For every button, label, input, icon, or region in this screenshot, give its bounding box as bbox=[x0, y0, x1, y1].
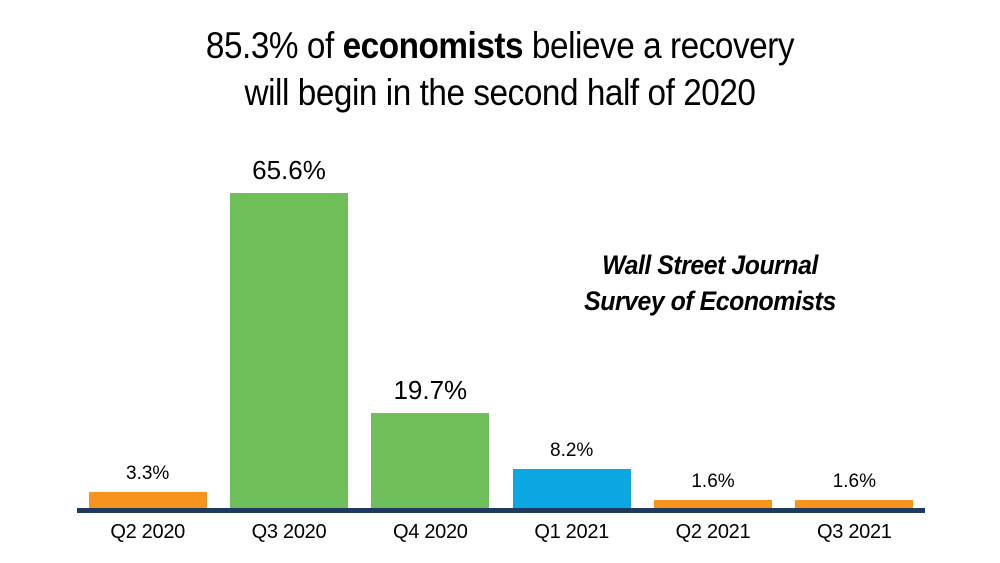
data-label-q4-2020: 19.7% bbox=[393, 375, 468, 405]
chart-title-line-2: will begin in the second half of 2020 bbox=[244, 72, 756, 113]
bar-q4-2020 bbox=[371, 413, 490, 508]
axis-tick-label-q2-2021: Q2 2021 bbox=[675, 521, 751, 543]
bar-q2-2021 bbox=[654, 500, 772, 508]
data-label-q1-2021: 8.2% bbox=[550, 440, 594, 461]
bar-q3-2021 bbox=[795, 500, 914, 508]
axis-tick-label-q3-2020: Q3 2020 bbox=[251, 521, 327, 543]
axis-tick-label-q2-2020: Q2 2020 bbox=[110, 521, 185, 543]
axis-tick-label-q4-2020: Q4 2020 bbox=[393, 521, 468, 543]
x-axis-line bbox=[77, 508, 925, 513]
source-annotation: Wall Street Journal Survey of Economists bbox=[558, 247, 862, 319]
bar-q3-2020 bbox=[230, 193, 348, 508]
title-bold-text: economists bbox=[342, 25, 524, 66]
chart-title-line-1: 85.3% of economists believe a recovery bbox=[50, 22, 950, 69]
source-annotation-line-1: Wall Street Journal bbox=[602, 250, 818, 280]
data-label-q3-2021: 1.6% bbox=[832, 471, 876, 492]
bar-q1-2021 bbox=[512, 469, 631, 508]
source-annotation-line-2: Survey of Economists bbox=[584, 286, 836, 316]
title-suffix-text: believe a recovery bbox=[523, 25, 795, 66]
data-label-q2-2021: 1.6% bbox=[691, 471, 735, 492]
chart-title: 85.3% of economists believe a recovery w… bbox=[50, 22, 950, 116]
data-label-q2-2020: 3.3% bbox=[126, 463, 170, 484]
axis-tick-label-q1-2021: Q1 2021 bbox=[534, 521, 609, 543]
bar-q2-2020 bbox=[88, 492, 207, 508]
title-prefix-text: 85.3% of bbox=[205, 25, 343, 66]
axis-tick-label-q3-2021: Q3 2021 bbox=[817, 521, 892, 543]
data-label-q3-2020: 65.6% bbox=[252, 155, 326, 185]
